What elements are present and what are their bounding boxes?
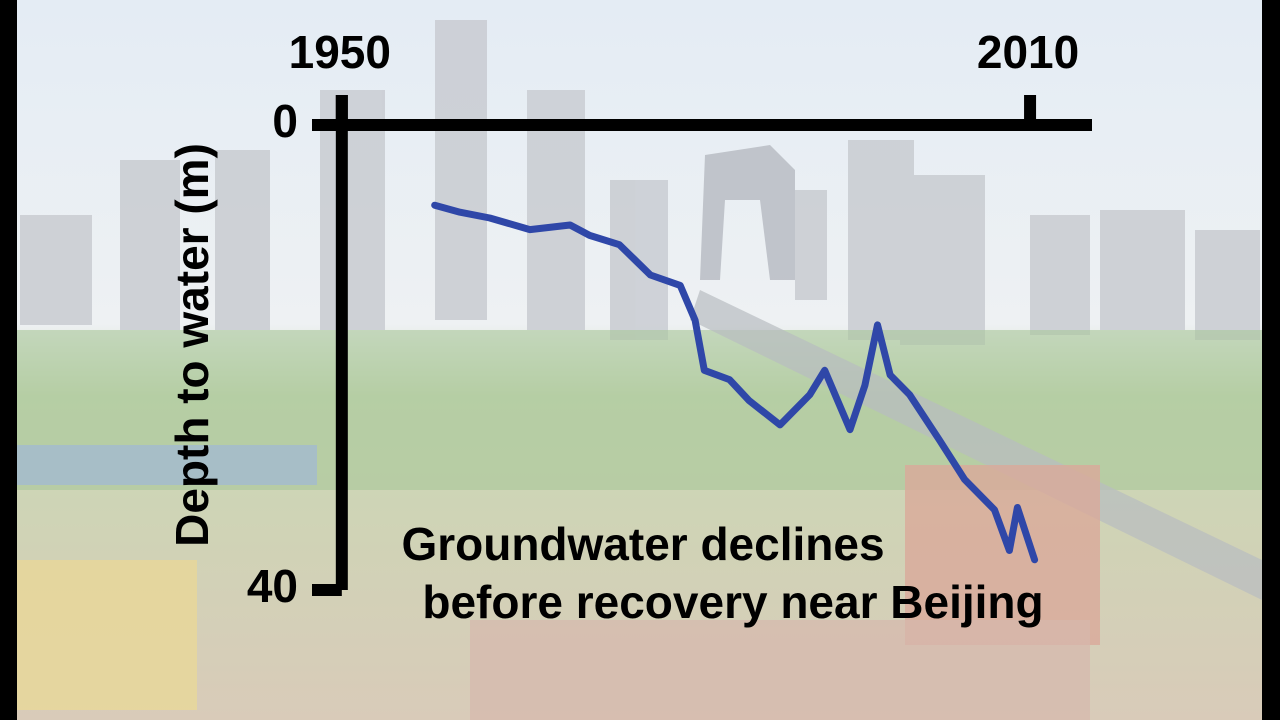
frame-left [0,0,17,720]
frame-right [1262,0,1280,720]
chart-subtitle: before recovery near Beijing [422,576,1043,628]
x-tick-label: 1950 [289,26,391,78]
y-tick-label: 40 [247,560,298,612]
x-tick-label: 2010 [977,26,1079,78]
data-line [431,201,1039,564]
chart-title: Groundwater declines [401,518,884,570]
y-tick-label: 0 [272,95,298,147]
y-axis-label: Depth to water (m) [166,143,218,547]
